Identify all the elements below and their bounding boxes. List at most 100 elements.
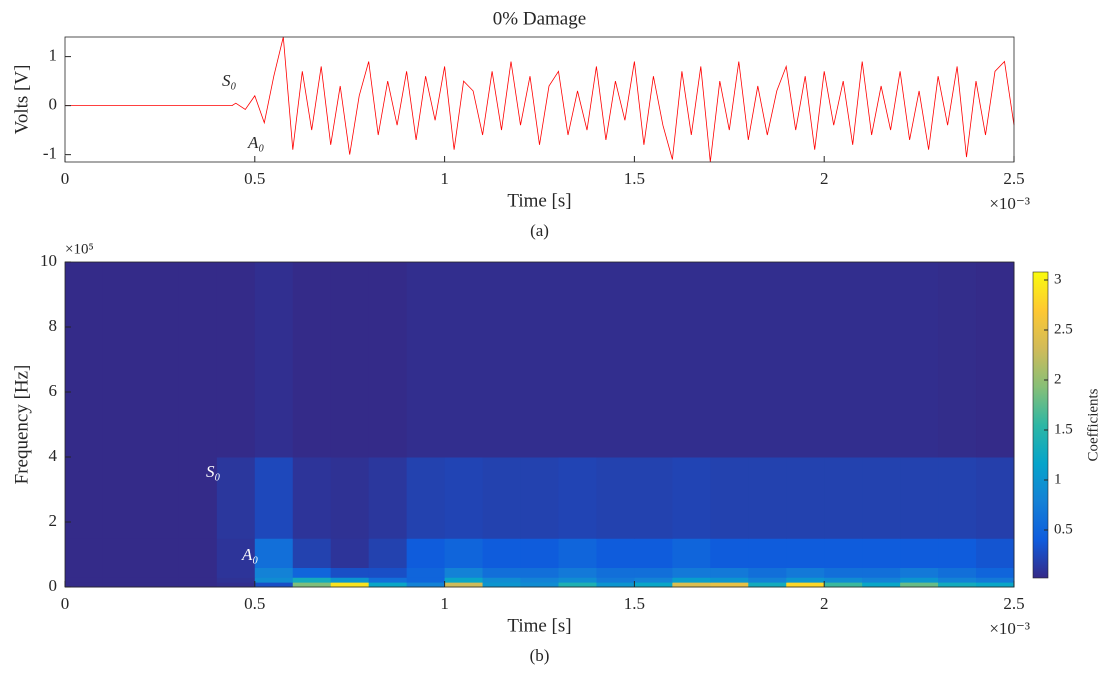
caption: (b)	[530, 646, 550, 665]
heat-cell	[178, 457, 218, 539]
heat-cell	[520, 567, 559, 578]
x-tick-label: 2	[820, 594, 829, 613]
heat-cell	[938, 577, 977, 583]
heat-cell	[596, 262, 635, 458]
heat-cell	[710, 582, 749, 588]
caption: (a)	[530, 221, 549, 240]
heat-cell	[406, 262, 446, 458]
heat-cell	[672, 577, 711, 583]
heat-cell	[65, 457, 104, 539]
heat-cell	[596, 538, 635, 568]
heat-cell	[786, 567, 825, 578]
x-axis-label: Time [s]	[507, 615, 571, 636]
heat-cell	[482, 457, 522, 539]
colorbar-tick-label: 2	[1054, 371, 1062, 387]
heat-cell	[178, 567, 218, 578]
heat-cell	[900, 262, 939, 458]
x-tick-label: 1.5	[624, 594, 645, 613]
heat-cell	[216, 567, 256, 578]
heat-cell	[900, 567, 939, 578]
heat-cell	[102, 567, 142, 578]
heat-cell	[254, 577, 294, 583]
x-tick-label: 0.5	[244, 594, 265, 613]
heat-cell	[596, 577, 635, 583]
heat-cell	[672, 457, 711, 539]
heat-cell	[102, 457, 142, 539]
y-exponent: ×10⁵	[65, 241, 94, 257]
annotation: S₀	[206, 462, 221, 481]
heat-cell	[900, 577, 939, 583]
heat-cell	[444, 577, 484, 583]
y-tick-label: 0	[49, 95, 58, 114]
heat-cell	[330, 262, 370, 458]
heat-cell	[976, 538, 1015, 568]
colorbar-tick-label: 1.5	[1054, 421, 1073, 437]
heat-cell	[178, 538, 218, 568]
y-tick-label: 6	[49, 381, 58, 400]
heat-cell	[216, 457, 256, 539]
heat-cell	[292, 567, 332, 578]
y-axis-label: Frequency [Hz]	[11, 365, 32, 485]
x-tick-label: 2.5	[1003, 594, 1024, 613]
annotation: S₀	[222, 71, 237, 90]
heat-cell	[65, 567, 104, 578]
heat-cell	[102, 262, 142, 458]
heat-cell	[140, 567, 180, 578]
heat-cell	[672, 538, 711, 568]
heat-cell	[824, 582, 863, 588]
heat-cell	[368, 567, 408, 578]
heat-cell	[596, 582, 635, 588]
heat-cell	[862, 577, 901, 583]
heat-cell	[140, 538, 180, 568]
y-tick-label: 10	[40, 251, 57, 270]
heat-cell	[786, 538, 825, 568]
heat-cell	[444, 582, 484, 588]
y-tick-label: 0	[49, 576, 58, 595]
heat-cell	[748, 577, 787, 583]
heat-cell	[786, 262, 825, 458]
heat-cell	[824, 457, 863, 539]
heat-cell	[710, 538, 749, 568]
x-tick-label: 1.5	[624, 169, 645, 188]
heat-cell	[786, 582, 825, 588]
x-tick-label: 1	[440, 594, 449, 613]
x-tick-label: 0	[61, 594, 70, 613]
heat-cell	[634, 567, 673, 578]
colorbar-tick-label: 3	[1054, 271, 1062, 287]
heat-cell	[862, 538, 901, 568]
heat-cell	[330, 457, 370, 539]
heat-cell	[292, 457, 332, 539]
heat-cell	[976, 582, 1015, 588]
heat-cell	[368, 262, 408, 458]
heat-cell	[748, 582, 787, 588]
heat-cell	[938, 457, 977, 539]
y-tick-label: 4	[49, 446, 58, 465]
heat-cell	[65, 577, 104, 583]
x-axis-label: Time [s]	[507, 190, 571, 211]
heat-cell	[406, 582, 446, 588]
heat-cell	[406, 567, 446, 578]
heat-cell	[710, 262, 749, 458]
heat-cell	[178, 577, 218, 583]
heat-cell	[178, 262, 218, 458]
heat-cell	[216, 538, 256, 568]
heat-cell	[482, 567, 522, 578]
x-tick-label: 0.5	[244, 169, 265, 188]
heat-cell	[710, 567, 749, 578]
heat-cell	[140, 457, 180, 539]
heat-cell	[444, 538, 484, 568]
heat-cell	[824, 577, 863, 583]
x-tick-label: 2	[820, 169, 829, 188]
colorbar-tick-label: 1	[1054, 471, 1062, 487]
heat-cell	[634, 262, 673, 458]
heat-cell	[406, 538, 446, 568]
heat-cell	[824, 538, 863, 568]
heat-cell	[254, 582, 294, 588]
heat-cell	[938, 538, 977, 568]
heat-cell	[292, 538, 332, 568]
heat-cell	[710, 457, 749, 539]
heat-cell	[710, 577, 749, 583]
heat-cell	[216, 577, 256, 583]
heat-cell	[672, 582, 711, 588]
axes-frame	[64, 261, 1015, 588]
